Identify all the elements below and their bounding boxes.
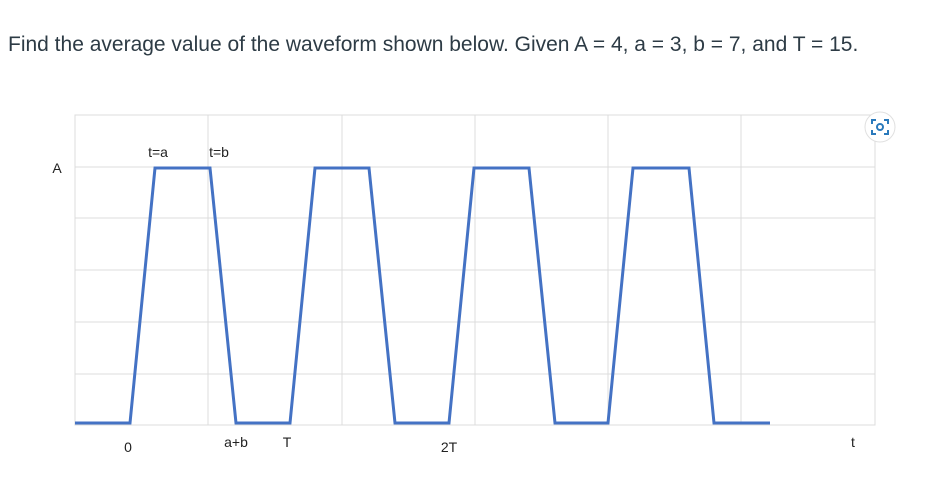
focus-icon[interactable] [864, 111, 896, 143]
top-label: t=a [148, 144, 168, 160]
question-text: Find the average value of the waveform s… [8, 33, 859, 56]
waveform [75, 166, 770, 425]
grid [74, 114, 876, 426]
top-label: t=b [209, 144, 229, 160]
x-label: 2T [441, 439, 458, 455]
x-label: 0 [124, 439, 132, 455]
y-label: A [52, 160, 62, 176]
axis-label: t [851, 434, 855, 450]
x-label: a+b [224, 434, 248, 450]
x-label: T [283, 434, 292, 450]
